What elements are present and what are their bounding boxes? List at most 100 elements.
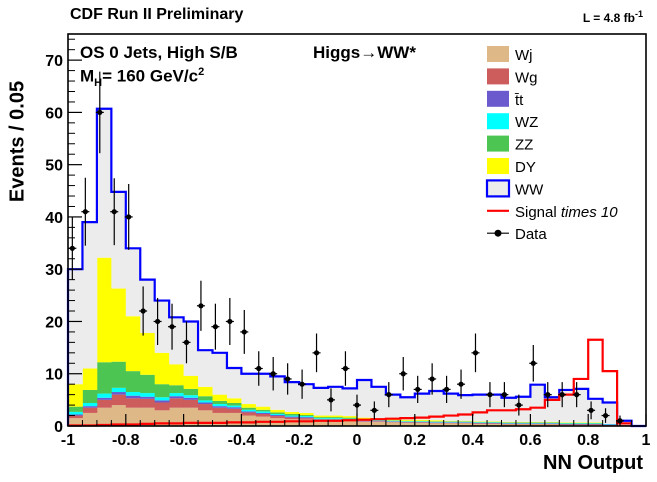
- bar-zz-7: [169, 385, 184, 394]
- bar-tt-28: [472, 422, 488, 424]
- bar-zz-4: [125, 371, 141, 393]
- bar-dy-15: [284, 411, 300, 414]
- bar-tt-22: [385, 421, 401, 422]
- bar-dy-4: [125, 316, 141, 372]
- bar-wg-23: [400, 422, 416, 423]
- bar-tt-24: [414, 421, 430, 423]
- bar-dy-12: [241, 404, 257, 408]
- legend: Wj Wg t̄t WZ ZZ DY WW Signal times 10 Data: [485, 46, 618, 243]
- bar-dy-7: [169, 364, 184, 386]
- bar-wg-8: [183, 399, 199, 408]
- ww-stack-outline: [66, 107, 646, 428]
- bar-wg-30: [501, 423, 517, 425]
- bar-ww-28: [472, 394, 488, 422]
- bar-wg-36: [588, 424, 604, 425]
- bar-wj-0: [68, 418, 83, 426]
- legend-label-wg: Wg: [515, 69, 538, 86]
- bar-tt-2: [96, 397, 112, 400]
- bar-wg-4: [125, 398, 141, 408]
- x-tick-label-1: -0.8: [112, 432, 140, 449]
- bar-wj-15: [284, 419, 300, 426]
- bar-wj-24: [414, 422, 430, 426]
- x-tick-label-6: 0.2: [404, 432, 426, 449]
- bar-wj-6: [154, 410, 170, 426]
- bar-tt-5: [140, 396, 156, 399]
- bar-dy-33: [544, 421, 560, 423]
- bar-wg-28: [472, 423, 488, 424]
- legend-label-tt: t̄t: [514, 92, 524, 109]
- bar-tt-31: [515, 423, 531, 424]
- bar-ww-20: [357, 380, 372, 418]
- bar-wz-18: [328, 418, 343, 420]
- experiment-label: CDF Run II Preliminary: [70, 6, 244, 23]
- data-point-21: [371, 407, 377, 413]
- bar-dy-23: [400, 419, 416, 421]
- bar-wj-4: [125, 407, 141, 426]
- legend-swatch-tt: [487, 90, 509, 107]
- bar-wz-12: [241, 409, 257, 412]
- bar-tt-18: [328, 419, 343, 420]
- bar-zz-12: [241, 407, 257, 410]
- bar-ww-33: [544, 397, 560, 422]
- bar-wg-13: [255, 413, 271, 417]
- bar-tt-37: [602, 424, 618, 425]
- bar-zz-16: [299, 415, 315, 417]
- bar-wz-25: [429, 421, 445, 423]
- bar-tt-35: [573, 423, 589, 425]
- bar-wz-14: [270, 413, 286, 416]
- data-point-18: [328, 397, 334, 403]
- data-point-17: [313, 350, 320, 356]
- bar-ww-0: [68, 269, 83, 385]
- bar-wz-7: [169, 393, 184, 397]
- bar-wg-7: [169, 398, 184, 408]
- bar-wj-16: [299, 419, 315, 426]
- bar-dy-3: [111, 288, 127, 362]
- legend-swatch-wz: [487, 113, 509, 130]
- data-point-6: [154, 318, 161, 325]
- bar-tt-27: [458, 422, 473, 423]
- bar-dy-16: [299, 412, 315, 416]
- bar-ww-13: [255, 373, 271, 407]
- bar-zz-3: [111, 361, 127, 388]
- bar-zz-11: [226, 403, 242, 406]
- bar-wj-19: [342, 420, 358, 426]
- bar-dy-19: [342, 416, 358, 418]
- data-point-35: [574, 392, 580, 398]
- bar-dy-30: [501, 421, 517, 423]
- bar-wj-27: [458, 423, 473, 426]
- data-point-30: [501, 392, 507, 398]
- bar-wz-11: [226, 405, 242, 408]
- bar-tt-30: [501, 423, 517, 424]
- process-annotation: Higgs→WW*: [313, 43, 416, 62]
- bar-zz-26: [443, 421, 459, 422]
- x-tick-label-5: 0: [353, 432, 362, 449]
- bar-tt-32: [530, 423, 546, 424]
- data-point-36: [588, 407, 594, 413]
- bar-wz-0: [68, 411, 83, 415]
- bar-tt-34: [559, 423, 575, 425]
- bar-wz-23: [400, 421, 416, 422]
- bar-dy-17: [313, 415, 329, 418]
- bar-dy-5: [140, 332, 156, 375]
- bar-wj-2: [96, 407, 112, 426]
- bar-dy-31: [515, 421, 531, 423]
- bar-wz-10: [212, 404, 228, 407]
- x-tick-label-4: -0.2: [285, 432, 313, 449]
- bar-zz-22: [385, 420, 401, 421]
- bar-ww-23: [400, 397, 416, 420]
- data-point-37: [602, 412, 609, 419]
- bar-tt-8: [183, 397, 199, 400]
- bar-dy-1: [82, 368, 98, 390]
- bar-tt-16: [299, 417, 315, 419]
- x-tick-label-10: 1: [642, 432, 651, 449]
- bar-ww-11: [226, 367, 242, 399]
- bar-ww-16: [299, 384, 315, 413]
- bar-wz-6: [154, 397, 170, 401]
- data-point-27: [458, 381, 464, 387]
- bar-wg-25: [429, 422, 445, 424]
- data-point-31: [516, 402, 522, 408]
- data-point-22: [386, 392, 392, 398]
- bar-ww-8: [183, 321, 199, 376]
- legend-swatch-wj: [487, 46, 509, 62]
- legend-label-ww: WW: [515, 181, 544, 198]
